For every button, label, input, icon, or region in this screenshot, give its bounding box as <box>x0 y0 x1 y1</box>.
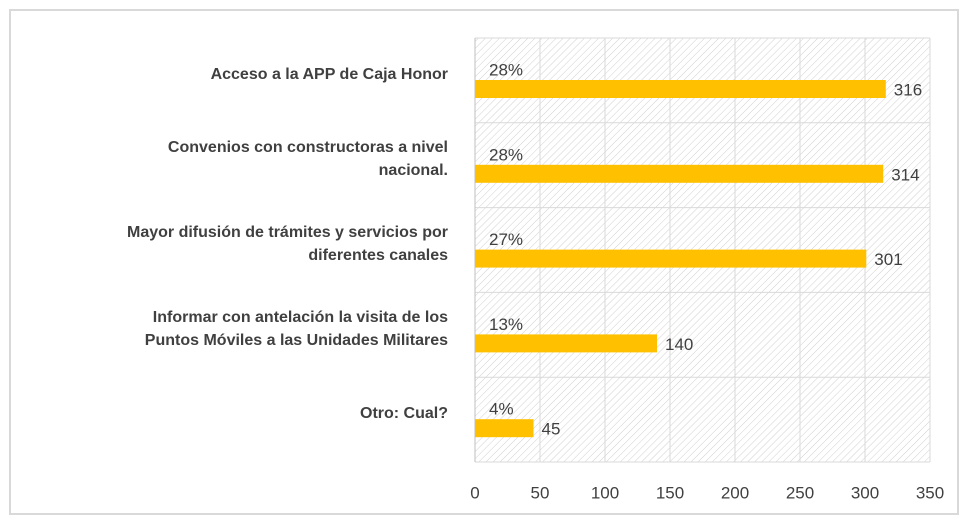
value-label: 301 <box>874 250 902 269</box>
category-label: Mayor difusión de trámites y servicios p… <box>127 223 448 264</box>
bar <box>475 334 657 353</box>
bar <box>475 164 884 183</box>
value-label: 140 <box>665 335 693 354</box>
category-label: Otro: Cual? <box>360 404 448 422</box>
x-tick-label: 0 <box>470 483 479 502</box>
percent-label: 28% <box>489 145 523 164</box>
x-tick-label: 250 <box>786 483 814 502</box>
percent-label: 13% <box>489 315 523 334</box>
x-tick-label: 350 <box>916 483 944 502</box>
bar <box>475 419 534 438</box>
value-label: 45 <box>542 420 561 439</box>
x-tick-label: 300 <box>851 483 879 502</box>
x-tick-label: 100 <box>591 483 619 502</box>
percent-label: 4% <box>489 400 514 419</box>
percent-label: 28% <box>489 60 523 79</box>
bar <box>475 80 886 98</box>
x-tick-label: 200 <box>721 483 749 502</box>
x-tick-label: 150 <box>656 483 684 502</box>
value-label: 314 <box>891 165 919 184</box>
category-label: Convenios con constructoras a nivel naci… <box>167 139 448 180</box>
bar <box>475 249 867 268</box>
category-label: Acceso a la APP de Caja Honor <box>210 65 448 83</box>
percent-label: 27% <box>489 230 523 249</box>
value-label: 316 <box>894 80 922 99</box>
x-tick-label: 50 <box>531 483 550 502</box>
category-label: Informar con antelación la visita de los… <box>144 308 448 349</box>
